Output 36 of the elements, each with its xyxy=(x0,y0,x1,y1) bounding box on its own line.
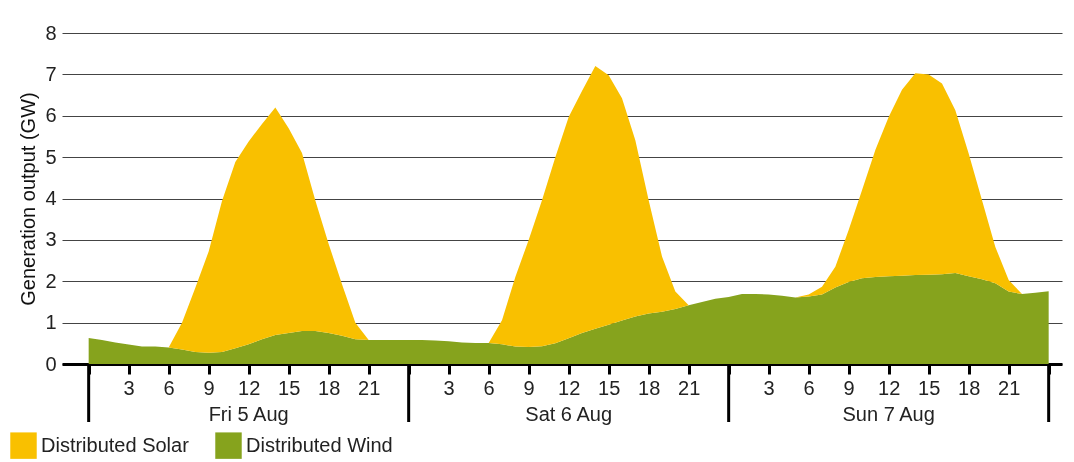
x-tick-label: 15 xyxy=(278,376,301,399)
x-tick-label: 3 xyxy=(763,376,775,399)
x-tick-label: 6 xyxy=(803,376,815,399)
y-tick-label: 7 xyxy=(45,62,57,85)
x-tick-label: 15 xyxy=(918,376,941,399)
x-tick-label: 21 xyxy=(678,376,701,399)
x-tick-label: 18 xyxy=(318,376,341,399)
x-tick-label: 12 xyxy=(558,376,581,399)
x-tick-label: 3 xyxy=(443,376,455,399)
y-tick-label: 4 xyxy=(45,187,57,209)
x-tick-label: 6 xyxy=(483,376,495,399)
y-tick-label: 0 xyxy=(45,352,57,375)
x-tick-label: 6 xyxy=(163,376,175,399)
y-tick-label: 8 xyxy=(45,21,57,44)
text: Sun 7 Aug xyxy=(842,403,935,425)
x-tick-label: 9 xyxy=(843,376,855,399)
y-tick-label: 5 xyxy=(45,145,57,168)
legend-label: Distributed Wind xyxy=(246,433,393,456)
text: Fri 5 Aug xyxy=(208,403,289,425)
x-tick-label: 18 xyxy=(958,376,981,399)
x-tick-label: 21 xyxy=(358,376,381,399)
y-tick-label: 1 xyxy=(45,311,57,334)
x-tick-label: 18 xyxy=(638,376,661,399)
x-tick-label: 9 xyxy=(203,376,215,399)
x-tick-label: 9 xyxy=(523,376,535,399)
legend-label: Distributed Solar xyxy=(41,433,190,456)
x-tick-label: 3 xyxy=(123,376,135,399)
x-tick-label: 12 xyxy=(878,376,901,399)
x-tick-label: 12 xyxy=(238,376,261,399)
y-tick-label: 2 xyxy=(45,269,57,292)
y-axis-title: Generation output (GW) xyxy=(17,92,40,306)
y-tick-label: 3 xyxy=(45,228,57,251)
text: Sat 6 Aug xyxy=(525,403,613,425)
x-tick-label: 21 xyxy=(998,376,1021,399)
x-tick-label: 15 xyxy=(598,376,621,399)
y-tick-label: 6 xyxy=(45,104,57,127)
